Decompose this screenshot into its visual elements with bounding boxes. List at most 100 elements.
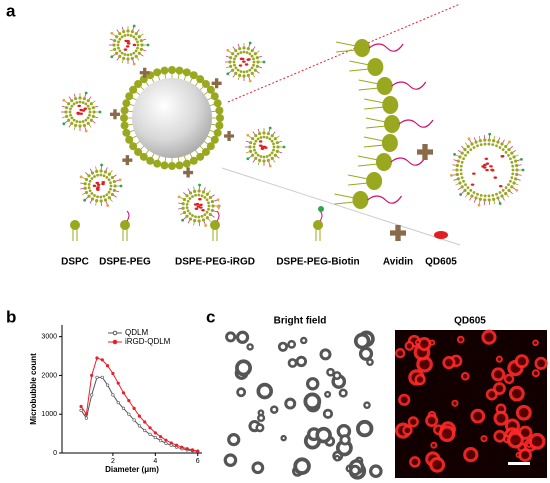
lipid-head	[211, 204, 215, 208]
avidin	[109, 109, 120, 120]
data-point	[137, 414, 142, 418]
x-tick-label: 6	[196, 458, 200, 465]
fluorescent-bubble	[395, 348, 406, 359]
lipid-head	[95, 199, 99, 203]
lipid-head	[232, 60, 236, 64]
lipid-head	[456, 177, 460, 181]
lipid-head	[463, 188, 467, 193]
data-point	[121, 391, 126, 395]
lipid-head	[275, 141, 279, 145]
lipid-head	[251, 137, 255, 141]
bubble	[225, 331, 237, 343]
lipid-head	[270, 139, 274, 143]
fluorescent-bubble	[493, 410, 509, 426]
quantum-dot	[484, 157, 489, 160]
lipid-head	[382, 96, 399, 114]
lipid-head	[193, 189, 197, 193]
lipid-head	[455, 163, 459, 168]
bubble	[303, 392, 322, 411]
bubble	[295, 355, 308, 368]
lipid-head	[507, 153, 510, 157]
fluorescent-bubble	[515, 404, 532, 421]
lipid-head	[93, 175, 96, 178]
lipid-head	[99, 173, 103, 177]
data-point	[79, 408, 83, 412]
lipid-head	[233, 63, 236, 67]
lipid-head	[205, 198, 209, 202]
data-point	[111, 393, 115, 397]
lipid-head	[478, 139, 482, 143]
lipid-head	[483, 194, 487, 198]
component-label: DSPE-PEG-iRGD	[175, 257, 255, 268]
data-point	[106, 364, 110, 368]
peg-chain	[367, 195, 403, 204]
quantum-dot	[198, 198, 202, 201]
lipid-head	[90, 171, 95, 175]
lipid-tail	[365, 125, 387, 129]
lipid-head	[120, 106, 129, 115]
tip	[62, 122, 66, 126]
lipid-head	[459, 172, 463, 176]
lipid-head	[118, 49, 122, 53]
lipid-head	[469, 148, 473, 152]
lipid-head	[78, 124, 82, 128]
lipid-head	[250, 66, 254, 70]
quantum-dot	[193, 203, 198, 206]
lipid-head	[75, 101, 79, 104]
lipid-head	[75, 120, 79, 123]
quantum-dot	[201, 209, 205, 212]
lipid-head	[366, 172, 383, 190]
quantum-dot	[123, 48, 128, 51]
quantum-dot	[500, 154, 505, 158]
lipid-head	[470, 142, 474, 146]
lipid-head	[266, 158, 270, 162]
tip	[132, 24, 136, 28]
lipid-head	[492, 139, 496, 143]
quantum-dot	[194, 207, 199, 210]
data-point	[127, 399, 131, 403]
lipid-head	[109, 181, 112, 185]
lipid-head	[70, 121, 74, 125]
bubble	[287, 339, 297, 349]
tip	[453, 152, 456, 156]
fluorescent-bubble	[438, 425, 456, 443]
lipid-head	[99, 169, 103, 173]
avidin	[211, 78, 222, 89]
lipid-head	[201, 218, 206, 222]
lipid-tail	[336, 41, 357, 47]
lipid-head	[126, 29, 130, 33]
lipid-head	[70, 116, 74, 120]
lipid-head	[242, 50, 246, 54]
tip	[515, 188, 519, 192]
lipid-head	[82, 97, 86, 101]
lipid-head	[112, 188, 116, 193]
bubble	[353, 332, 371, 350]
quantum-dot	[261, 145, 265, 149]
lipid-head	[70, 220, 80, 230]
qdlm	[245, 126, 286, 168]
lipid-head	[95, 169, 99, 173]
lipid-head	[367, 58, 384, 76]
bubble	[257, 413, 266, 423]
lipid-head	[262, 135, 266, 139]
bubble	[246, 343, 254, 351]
quantum-dot	[126, 42, 131, 45]
lipid-head	[251, 153, 255, 157]
lipid-head	[252, 57, 255, 61]
lipid-head	[498, 191, 502, 194]
tip	[226, 72, 230, 76]
lipid-head	[197, 193, 201, 197]
lipid-head	[510, 176, 514, 180]
lipid-head	[511, 164, 515, 168]
avidin	[224, 130, 235, 141]
lipid-head	[253, 52, 257, 56]
lipid-head	[352, 191, 369, 209]
lipid-head	[250, 71, 254, 75]
lipid-head	[239, 70, 243, 73]
lipid-head	[511, 172, 515, 176]
lipid-head	[460, 160, 464, 164]
lipid-head	[492, 197, 496, 201]
lipid-head	[510, 185, 514, 189]
fluorescent-bubble	[503, 373, 515, 385]
data-point	[84, 416, 88, 420]
